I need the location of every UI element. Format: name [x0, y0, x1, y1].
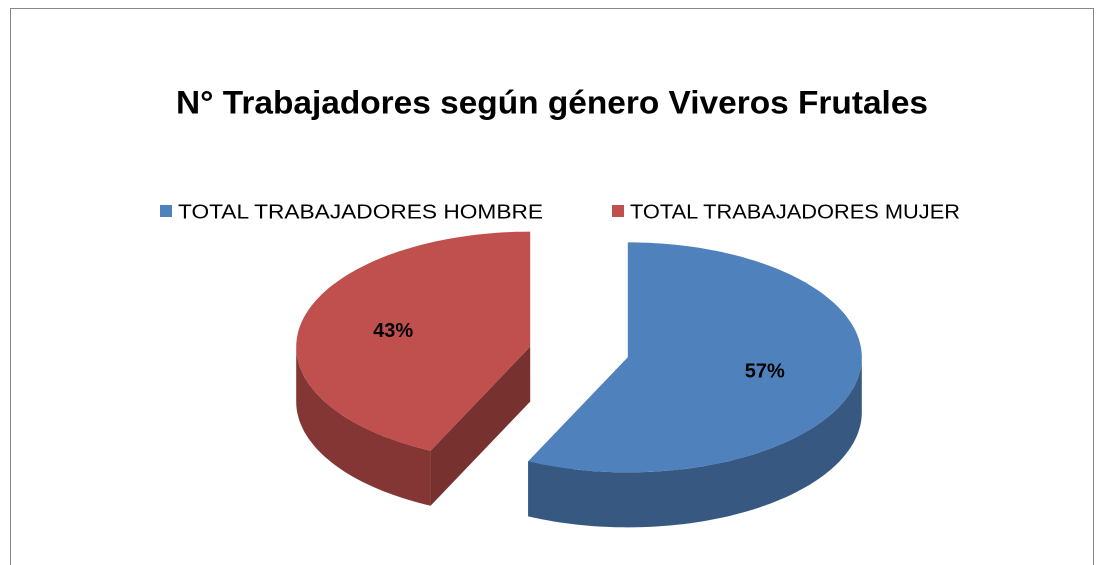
slice: [296, 231, 531, 451]
slice: [528, 242, 862, 473]
chart-border: [10, 8, 1094, 565]
data-label: 57%: [745, 361, 785, 383]
slice-side: [296, 346, 431, 506]
chart-title: N° Trabajadores según género Viveros Fru…: [176, 84, 928, 120]
pie: 57% 43%: [296, 231, 862, 528]
legend-swatch: [160, 205, 172, 217]
data-label: 43%: [373, 320, 413, 342]
legend-swatch: [612, 205, 624, 217]
legend-label: TOTAL TRABAJADORES MUJER: [630, 201, 960, 223]
legend-label: TOTAL TRABAJADORES HOMBRE: [178, 201, 543, 223]
slice-side: [528, 357, 862, 528]
slice-cut-face: [430, 346, 531, 506]
legend: TOTAL TRABAJADORES HOMBRE TOTAL TRABAJADO…: [160, 201, 960, 223]
